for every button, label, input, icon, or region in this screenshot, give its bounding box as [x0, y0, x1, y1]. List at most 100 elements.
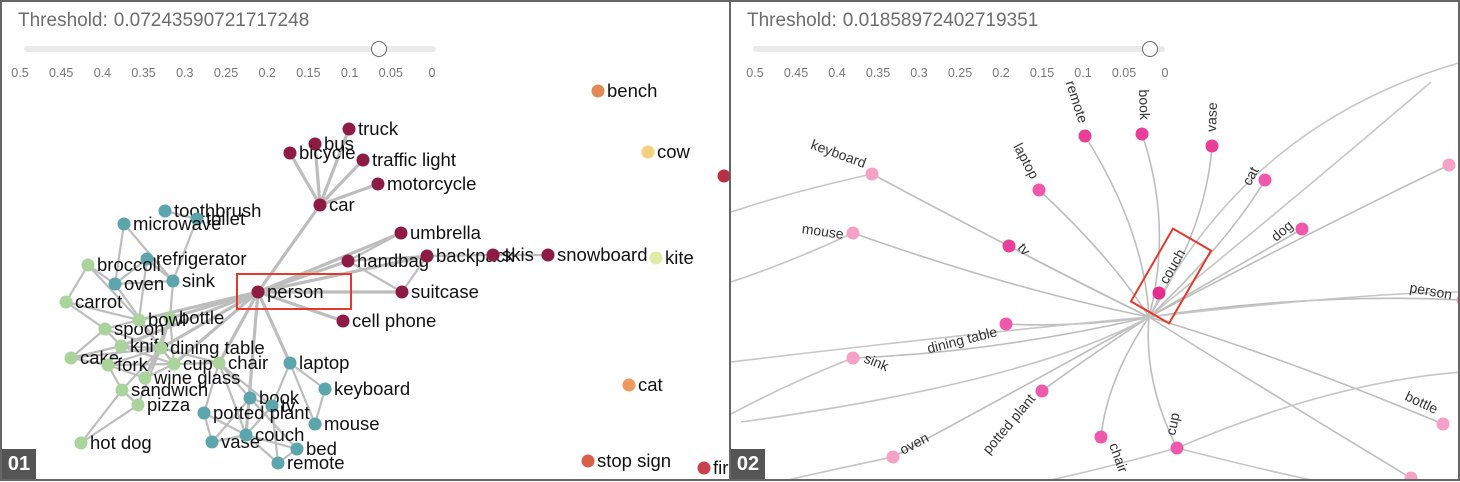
- node-bottle[interactable]: bottle: [163, 307, 225, 328]
- node-dot[interactable]: [336, 314, 350, 328]
- node-dot[interactable]: [1078, 129, 1092, 143]
- node-dot[interactable]: [1456, 294, 1460, 307]
- node-dot[interactable]: [308, 137, 322, 151]
- node-dot[interactable]: [163, 311, 177, 325]
- node-dot[interactable]: [1002, 239, 1016, 253]
- node-dot[interactable]: [395, 285, 409, 299]
- node-wine-glass[interactable]: wine glass: [138, 367, 241, 388]
- node-dot[interactable]: [1436, 417, 1450, 431]
- node-keyboard[interactable]: keyboard: [318, 378, 411, 399]
- node-dot[interactable]: [1295, 222, 1309, 236]
- node-dot[interactable]: [98, 322, 112, 336]
- node-dot[interactable]: [140, 252, 154, 266]
- node-chair[interactable]: chair: [1094, 430, 1132, 475]
- node-dot[interactable]: [283, 146, 297, 160]
- node-dot[interactable]: [81, 258, 95, 272]
- node-cat[interactable]: cat: [1239, 164, 1272, 188]
- node-dot[interactable]: [486, 248, 500, 262]
- node-handbag[interactable]: handbag: [341, 250, 430, 271]
- node-dot[interactable]: [649, 251, 663, 265]
- node-fork[interactable]: fork: [101, 354, 149, 375]
- node-oven[interactable]: oven: [886, 429, 932, 464]
- node-dot[interactable]: [205, 435, 219, 449]
- node-toothbrush[interactable]: toothbrush: [158, 200, 262, 221]
- node-refrigerator[interactable]: refrigerator: [140, 248, 247, 269]
- node-motorcycle[interactable]: motorcycle: [371, 173, 477, 194]
- node-cake[interactable]: cake: [64, 347, 120, 368]
- node-laptop[interactable]: laptop: [283, 352, 350, 373]
- node-fire[interactable]: fir: [697, 457, 729, 478]
- node-dining-table[interactable]: dining table: [925, 317, 1013, 357]
- node-stop-sign[interactable]: stop sign: [581, 450, 672, 471]
- node-potted-plant[interactable]: potted plant: [979, 384, 1049, 457]
- node-truck[interactable]: truck: [342, 118, 399, 139]
- node-sink[interactable]: sink: [846, 350, 892, 375]
- node-dot[interactable]: [846, 226, 860, 240]
- node-oven[interactable]: oven: [108, 273, 165, 294]
- node-book[interactable]: book: [1135, 89, 1154, 141]
- node-cup[interactable]: cup: [1162, 411, 1184, 455]
- node-dot[interactable]: [212, 356, 226, 370]
- node-vase[interactable]: vase: [1203, 102, 1220, 153]
- node-dot[interactable]: [239, 428, 253, 442]
- node-dot[interactable]: [1404, 471, 1418, 482]
- node-dot[interactable]: [622, 378, 636, 392]
- node-book[interactable]: book: [243, 387, 300, 408]
- node-car[interactable]: car: [313, 194, 355, 215]
- node-laptop[interactable]: laptop: [1010, 140, 1046, 197]
- node-cow[interactable]: cow: [641, 141, 691, 162]
- node-dot[interactable]: [865, 167, 879, 181]
- node-dot[interactable]: [101, 358, 115, 372]
- node-dot[interactable]: [138, 371, 152, 385]
- slider-handle[interactable]: [371, 41, 388, 57]
- node-dot[interactable]: [1205, 139, 1219, 153]
- node-dot[interactable]: [197, 406, 211, 420]
- node-person[interactable]: person: [1408, 279, 1460, 306]
- node-bowl[interactable]: bowl: [132, 309, 187, 330]
- node-dot[interactable]: [1135, 127, 1149, 141]
- node-spoon[interactable]: spoon: [98, 318, 165, 339]
- node-skis[interactable]: skis: [486, 244, 534, 265]
- node-dining-table[interactable]: dining table: [154, 337, 265, 358]
- node-dot[interactable]: [886, 450, 900, 464]
- node-carrot[interactable]: carrot: [59, 291, 123, 312]
- node-dot[interactable]: [1258, 173, 1272, 187]
- node-dot[interactable]: [74, 436, 88, 450]
- threshold-slider[interactable]: [753, 41, 1165, 57]
- node-potted-plant[interactable]: potted plant: [197, 402, 310, 423]
- node-sandwich[interactable]: sandwich: [115, 379, 209, 400]
- node-dot[interactable]: [1442, 158, 1456, 172]
- node-dot[interactable]: [108, 277, 122, 291]
- node-hot-dog[interactable]: hot dog: [74, 432, 152, 453]
- node-toilet[interactable]: toilet: [190, 208, 246, 229]
- node-dot[interactable]: [167, 357, 181, 371]
- node-dot[interactable]: [59, 295, 73, 309]
- node-couch[interactable]: couch: [239, 424, 305, 445]
- node-dot[interactable]: [697, 461, 711, 475]
- node-sink[interactable]: sink: [166, 270, 216, 291]
- node-vase[interactable]: vase: [205, 431, 261, 452]
- node-kite[interactable]: kite: [649, 247, 694, 268]
- node-dot[interactable]: [308, 417, 322, 431]
- node-dot[interactable]: [394, 226, 408, 240]
- node-frag[interactable]: [1442, 158, 1456, 172]
- node-dot[interactable]: [541, 248, 555, 262]
- node-dot[interactable]: [265, 399, 279, 413]
- node-suitcase[interactable]: suitcase: [395, 281, 479, 302]
- node-microwave[interactable]: microwave: [117, 213, 222, 234]
- node-dot[interactable]: [641, 145, 655, 159]
- node-dot[interactable]: [591, 84, 605, 98]
- node-person[interactable]: person: [251, 281, 324, 302]
- node-cell-phone[interactable]: cell phone: [336, 310, 437, 331]
- node-dot[interactable]: [371, 177, 385, 191]
- threshold-slider[interactable]: [24, 41, 436, 57]
- node-dot[interactable]: [132, 313, 146, 327]
- node-dot[interactable]: [166, 274, 180, 288]
- node-dot[interactable]: [190, 212, 204, 226]
- node-bench[interactable]: bench: [591, 80, 658, 101]
- node-dot[interactable]: [999, 317, 1013, 331]
- node-dot[interactable]: [846, 351, 860, 365]
- node-dot[interactable]: [114, 339, 128, 353]
- node-dot[interactable]: [154, 341, 168, 355]
- node-bus[interactable]: bus: [308, 133, 354, 154]
